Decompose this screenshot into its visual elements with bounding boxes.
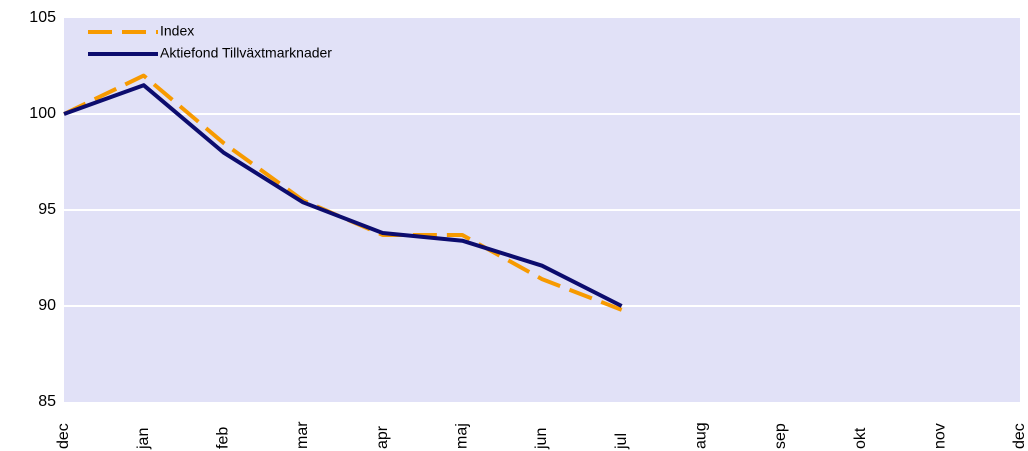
x-tick-label: nov xyxy=(932,423,949,449)
legend-label: Index xyxy=(160,23,194,39)
y-tick-label: 100 xyxy=(29,105,56,122)
series-line xyxy=(63,73,623,312)
x-tick-label: okt xyxy=(852,427,869,449)
x-tick-label: aug xyxy=(693,422,710,449)
legend-label: Aktiefond Tillväxtmarknader xyxy=(160,45,332,61)
x-tick-label: jun xyxy=(533,428,550,450)
y-tick-label: 85 xyxy=(38,393,56,410)
x-tick-label: maj xyxy=(454,423,471,449)
x-tick-label: jan xyxy=(135,428,152,450)
y-tick-label: 90 xyxy=(38,297,56,314)
x-tick-label: mar xyxy=(294,421,311,449)
x-tick-label: dec xyxy=(55,423,72,449)
x-tick-label: jul xyxy=(613,433,630,450)
x-tick-label: feb xyxy=(215,427,232,449)
series-line xyxy=(63,83,623,308)
x-tick-label: dec xyxy=(1011,423,1028,449)
x-tick-label: sep xyxy=(772,423,789,449)
y-tick-label: 95 xyxy=(38,201,56,218)
y-tick-label: 105 xyxy=(29,9,56,26)
x-tick-label: apr xyxy=(374,425,391,449)
